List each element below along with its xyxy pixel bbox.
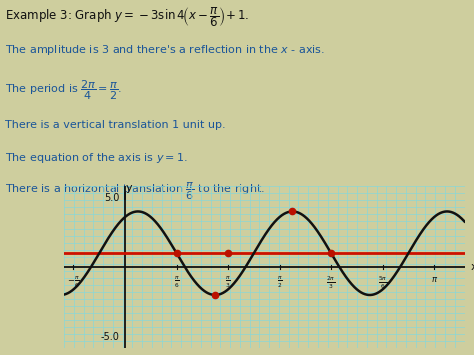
Text: Example 3: Graph $y = -3\sin 4\!\left(x - \dfrac{\pi}{6}\right)\!+1$.: Example 3: Graph $y = -3\sin 4\!\left(x … [5,6,249,29]
Text: 5.0: 5.0 [104,192,119,202]
Text: $\frac{\pi}{2}$: $\frac{\pi}{2}$ [277,275,283,290]
Text: $\frac{\pi}{6}$: $\frac{\pi}{6}$ [173,275,179,290]
Text: y: y [126,183,132,193]
Text: $-\frac{\pi}{6}$: $-\frac{\pi}{6}$ [67,275,80,290]
Text: $\pi$: $\pi$ [430,275,438,284]
Text: There is a vertical translation 1 unit up.: There is a vertical translation 1 unit u… [5,120,225,130]
Text: x: x [470,262,474,272]
Text: $\frac{\pi}{3}$: $\frac{\pi}{3}$ [225,275,231,290]
Text: The amplitude is 3 and there's a reflection in the $x$ - axis.: The amplitude is 3 and there's a reflect… [5,43,325,57]
Text: -5.0: -5.0 [100,332,119,342]
Text: There is a horizontal translation $\dfrac{\pi}{6}$ to the right.: There is a horizontal translation $\dfra… [5,181,264,202]
Text: The equation of the axis is $y = 1$.: The equation of the axis is $y = 1$. [5,151,188,164]
Text: $\frac{5\pi}{6}$: $\frac{5\pi}{6}$ [378,275,387,291]
Text: $\frac{2\pi}{3}$: $\frac{2\pi}{3}$ [327,275,336,291]
Text: The period is $\dfrac{2\pi}{4} = \dfrac{\pi}{2}$.: The period is $\dfrac{2\pi}{4} = \dfrac{… [5,79,122,103]
